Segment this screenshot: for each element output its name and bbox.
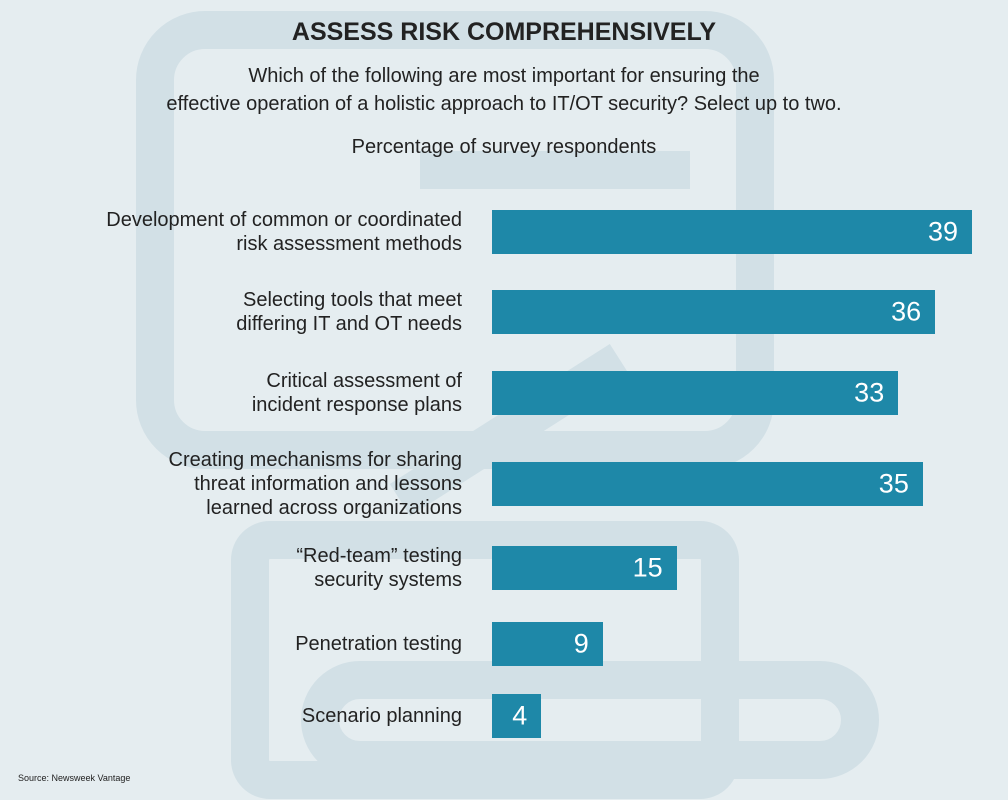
bar [492, 371, 899, 415]
value-label: 36 [891, 296, 922, 327]
chart-title: ASSESS RISK COMPREHENSIVELY [291, 18, 717, 46]
source-note: Source: Newsweek Vantage [18, 773, 131, 783]
bar [492, 210, 973, 254]
bar [492, 546, 677, 590]
category-label: “Red-team” testing security systems [296, 545, 462, 591]
category-label: Creating mechanisms for sharing threat i… [168, 449, 462, 519]
bar [492, 694, 542, 738]
bar [492, 622, 603, 666]
axis-label: Percentage of survey respondents [351, 136, 657, 158]
value-label: 33 [854, 377, 885, 408]
value-label: 39 [928, 216, 959, 247]
value-label: 9 [573, 628, 589, 659]
category-label: Selecting tools that meet differing IT a… [236, 289, 462, 335]
category-label: Critical assessment of incident response… [251, 370, 462, 416]
bar [492, 462, 923, 506]
value-label: 35 [878, 468, 909, 499]
value-label: 4 [512, 700, 528, 731]
category-label: Scenario planning [301, 705, 462, 727]
chart-subtitle: Which of the following are most importan… [166, 65, 842, 115]
value-label: 15 [632, 552, 663, 583]
bar [492, 290, 936, 334]
category-label: Penetration testing [295, 633, 462, 655]
category-label: Development of common or coordinated ris… [106, 209, 462, 255]
